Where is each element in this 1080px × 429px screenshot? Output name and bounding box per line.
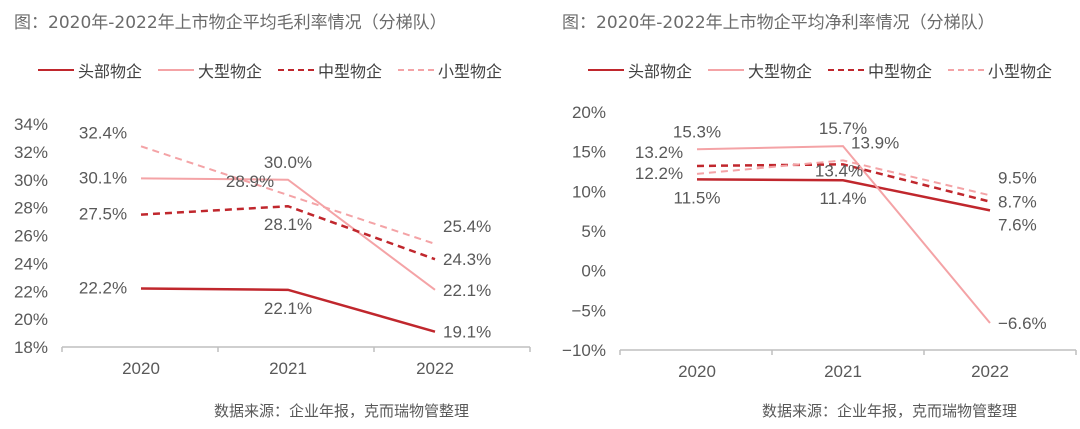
series-line-2 xyxy=(696,163,991,203)
x-tick-label: 2021 xyxy=(824,362,862,381)
legend-item: 中型物企 xyxy=(828,58,932,82)
series-line-0 xyxy=(140,287,436,333)
legend-label: 中型物企 xyxy=(868,62,933,81)
data-label: 13.2% xyxy=(635,143,683,162)
x-tick-label: 2021 xyxy=(269,359,307,378)
source-note-gross-margin: 数据来源：企业年报，克而瑞物管整理 xyxy=(214,402,470,420)
legend-label: 大型物企 xyxy=(198,62,263,81)
y-tick-label: 34% xyxy=(14,115,48,134)
data-label: 9.5% xyxy=(998,168,1037,187)
legend-gross-margin: 头部物企 大型物企 中型物企 小型物企 xyxy=(38,58,502,82)
data-label: 30.1% xyxy=(79,168,127,187)
legend-item: 大型物企 xyxy=(708,58,812,82)
y-tick-label: −10% xyxy=(562,341,606,360)
legend-item: 中型物企 xyxy=(278,58,382,82)
legend-item: 小型物企 xyxy=(398,58,502,82)
data-label: 22.1% xyxy=(264,299,312,318)
legend-item: 小型物企 xyxy=(948,58,1052,82)
y-tick-label: 28% xyxy=(14,199,48,218)
data-label: 32.4% xyxy=(79,123,127,142)
legend-swatch xyxy=(708,69,745,71)
x-tick-label: 2022 xyxy=(416,359,454,378)
data-label: 19.1% xyxy=(443,323,491,342)
data-label: 22.1% xyxy=(443,281,491,300)
x-tick-label: 2020 xyxy=(678,362,716,381)
data-label: 24.3% xyxy=(443,250,491,269)
legend-swatch xyxy=(398,69,435,71)
legend-label: 中型物企 xyxy=(318,62,383,81)
data-label: 22.2% xyxy=(79,278,127,297)
data-label: 8.7% xyxy=(998,193,1037,212)
y-tick-label: −5% xyxy=(572,301,607,320)
series-line-1 xyxy=(140,177,436,291)
legend-swatch xyxy=(948,69,985,71)
y-tick-label: 10% xyxy=(572,182,606,201)
legend-label: 小型物企 xyxy=(438,62,503,81)
legend-label: 头部物企 xyxy=(78,62,143,81)
y-tick-label: 30% xyxy=(14,171,48,190)
x-tick-label: 2020 xyxy=(122,359,160,378)
legend-swatch xyxy=(588,69,624,71)
legend-item: 头部物企 xyxy=(588,58,692,82)
y-tick-label: 18% xyxy=(14,338,48,357)
data-label: 30.0% xyxy=(264,153,312,172)
data-label: 15.7% xyxy=(819,119,867,138)
series-line-3 xyxy=(696,159,991,197)
data-label: 13.4% xyxy=(815,161,863,180)
y-tick-label: 20% xyxy=(14,310,48,329)
data-label: −6.6% xyxy=(998,314,1047,333)
data-label: 28.1% xyxy=(264,215,312,234)
series-line-3 xyxy=(140,145,436,245)
legend-swatch xyxy=(38,69,74,71)
legend-item: 大型物企 xyxy=(158,58,262,82)
y-tick-label: 26% xyxy=(14,227,48,246)
data-label: 28.9% xyxy=(226,172,274,191)
legend-label: 小型物企 xyxy=(988,62,1053,81)
y-tick-label: 15% xyxy=(572,143,606,162)
x-tick-label: 2022 xyxy=(971,362,1009,381)
legend-swatch xyxy=(828,69,865,71)
y-tick-label: 24% xyxy=(14,254,48,273)
data-label: 11.4% xyxy=(820,189,867,208)
data-label: 7.6% xyxy=(998,215,1037,234)
legend-label: 头部物企 xyxy=(628,62,693,81)
legend-swatch xyxy=(158,69,195,71)
chart-title-net-margin: 图：2020年-2022年上市物企平均净利率情况（分梯队） xyxy=(562,13,995,33)
legend-swatch xyxy=(278,69,315,71)
series-line-2 xyxy=(140,204,436,261)
chart-title-gross-margin: 图：2020年-2022年上市物企平均毛利率情况（分梯队） xyxy=(14,13,447,33)
data-label: 11.5% xyxy=(674,188,721,207)
data-label: 27.5% xyxy=(79,205,127,224)
legend-net-margin: 头部物企 大型物企 中型物企 小型物企 xyxy=(588,58,1052,82)
source-note-net-margin: 数据来源：企业年报，克而瑞物管整理 xyxy=(762,402,1018,420)
y-tick-label: 20% xyxy=(572,103,606,122)
data-label: 12.2% xyxy=(635,164,683,183)
y-tick-label: 22% xyxy=(14,282,48,301)
data-label: 25.4% xyxy=(443,217,491,236)
legend-item: 头部物企 xyxy=(38,58,142,82)
legend-label: 大型物企 xyxy=(748,62,813,81)
series-line-0 xyxy=(696,178,991,212)
data-label: 15.3% xyxy=(673,122,721,141)
series-line-1 xyxy=(696,145,991,324)
y-tick-label: 0% xyxy=(581,262,606,281)
y-tick-label: 5% xyxy=(581,222,606,241)
y-tick-label: 32% xyxy=(14,143,48,162)
data-label: 13.9% xyxy=(851,133,899,152)
